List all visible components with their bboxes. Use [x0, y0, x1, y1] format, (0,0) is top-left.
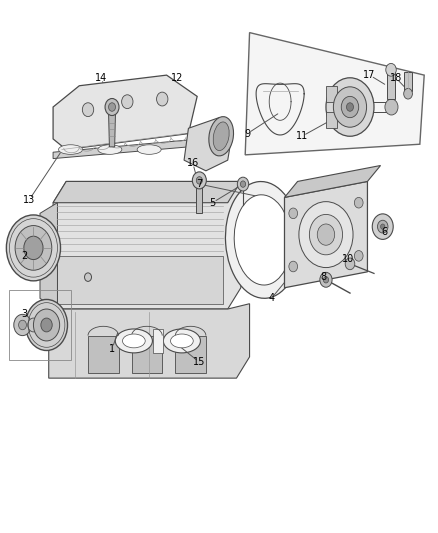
- Text: 10: 10: [342, 254, 354, 263]
- Polygon shape: [40, 203, 57, 309]
- Circle shape: [25, 300, 67, 351]
- Ellipse shape: [123, 334, 145, 348]
- Circle shape: [326, 78, 374, 136]
- Circle shape: [378, 220, 388, 233]
- Polygon shape: [326, 112, 337, 128]
- Bar: [10, 290, 71, 360]
- Polygon shape: [184, 118, 232, 171]
- Circle shape: [156, 92, 168, 106]
- Circle shape: [240, 181, 246, 187]
- Text: 1: 1: [109, 344, 115, 354]
- Ellipse shape: [98, 145, 122, 155]
- Polygon shape: [196, 184, 202, 213]
- Text: 4: 4: [268, 293, 275, 303]
- Polygon shape: [57, 256, 223, 304]
- Circle shape: [320, 272, 332, 287]
- Text: 11: 11: [296, 131, 308, 141]
- Ellipse shape: [213, 122, 229, 151]
- Circle shape: [33, 309, 60, 341]
- Circle shape: [7, 215, 60, 281]
- Circle shape: [354, 251, 363, 261]
- Text: 17: 17: [364, 70, 376, 80]
- Polygon shape: [53, 75, 197, 150]
- Text: 12: 12: [171, 73, 184, 83]
- Circle shape: [289, 208, 297, 219]
- Circle shape: [323, 277, 328, 283]
- Polygon shape: [285, 181, 367, 288]
- Ellipse shape: [59, 145, 82, 155]
- Ellipse shape: [115, 329, 152, 353]
- Circle shape: [105, 99, 119, 116]
- Circle shape: [196, 176, 202, 184]
- Text: 6: 6: [382, 227, 388, 237]
- Polygon shape: [53, 181, 241, 309]
- Circle shape: [333, 87, 367, 127]
- Text: 2: 2: [21, 251, 28, 261]
- Polygon shape: [245, 33, 424, 155]
- Text: 3: 3: [21, 309, 28, 319]
- Circle shape: [82, 103, 94, 117]
- Circle shape: [309, 214, 343, 255]
- Circle shape: [346, 103, 353, 111]
- Text: 5: 5: [209, 198, 215, 208]
- Polygon shape: [53, 140, 188, 159]
- Polygon shape: [387, 67, 395, 99]
- Polygon shape: [404, 72, 413, 91]
- Polygon shape: [132, 336, 162, 373]
- Circle shape: [341, 96, 359, 118]
- Text: 16: 16: [187, 158, 199, 168]
- Text: 14: 14: [95, 73, 107, 83]
- Polygon shape: [326, 86, 337, 102]
- Polygon shape: [285, 165, 381, 197]
- Circle shape: [14, 314, 31, 336]
- Circle shape: [299, 201, 353, 268]
- Ellipse shape: [137, 145, 161, 155]
- Ellipse shape: [234, 195, 291, 285]
- Text: 15: 15: [193, 357, 205, 367]
- Polygon shape: [53, 181, 241, 203]
- Circle shape: [345, 258, 355, 270]
- Text: 13: 13: [23, 195, 35, 205]
- Polygon shape: [88, 336, 119, 373]
- Circle shape: [85, 273, 92, 281]
- Ellipse shape: [209, 117, 233, 156]
- Circle shape: [386, 63, 396, 76]
- Circle shape: [15, 225, 52, 270]
- Ellipse shape: [163, 329, 201, 353]
- Polygon shape: [152, 329, 163, 353]
- Circle shape: [289, 261, 297, 272]
- Circle shape: [404, 88, 413, 99]
- Circle shape: [372, 214, 393, 239]
- Circle shape: [41, 318, 52, 332]
- Text: 9: 9: [244, 128, 251, 139]
- Circle shape: [28, 318, 39, 332]
- Circle shape: [385, 99, 398, 115]
- Text: 18: 18: [390, 73, 402, 83]
- Circle shape: [122, 95, 133, 109]
- Circle shape: [381, 224, 385, 229]
- Circle shape: [18, 320, 26, 330]
- Circle shape: [317, 224, 335, 245]
- Circle shape: [24, 236, 43, 260]
- Circle shape: [192, 172, 206, 189]
- Text: 8: 8: [321, 272, 327, 282]
- Ellipse shape: [226, 182, 300, 298]
- Circle shape: [237, 177, 249, 191]
- Text: 7: 7: [196, 179, 202, 189]
- Polygon shape: [49, 304, 250, 378]
- Circle shape: [109, 103, 116, 111]
- Ellipse shape: [170, 334, 193, 348]
- Polygon shape: [175, 336, 206, 373]
- Polygon shape: [109, 112, 116, 147]
- Circle shape: [354, 197, 363, 208]
